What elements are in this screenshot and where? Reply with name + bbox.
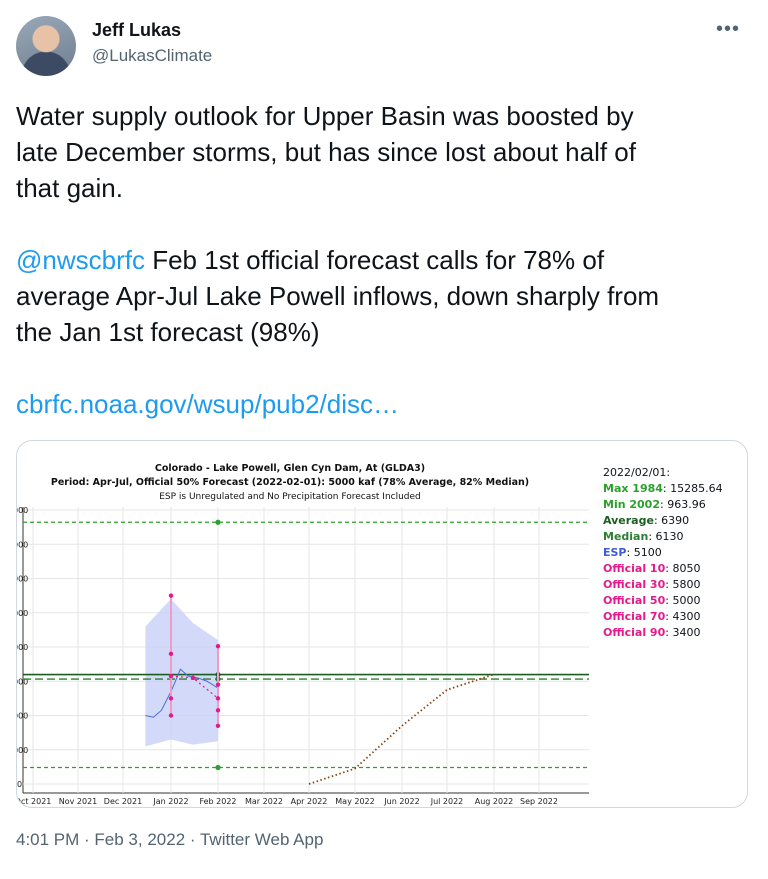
stat-official-90-value: : 3400 [665,626,701,639]
forecast-chart: Colorado - Lake Powell, Glen Cyn Dam, At… [17,463,589,806]
stats-panel: 2022/02/01: Max 1984: 15285.64 Min 2002:… [603,465,723,641]
y-tick-label: 0 [17,780,22,789]
author-name[interactable]: Jeff Lukas [92,20,182,40]
stat-official-10-value: : 8050 [665,562,701,575]
x-tick-label: Aug 2022 [475,797,514,806]
tweet-line: that gain. [16,173,123,203]
x-tick-label: Sep 2022 [520,797,558,806]
tweet-line: Water supply outlook for Upper Basin was… [16,101,634,131]
author-handle[interactable]: @LukasClimate [92,46,213,65]
y-tick-label: 000 [17,712,28,721]
x-tick-label: Feb 2022 [199,797,236,806]
y-tick-label: 000 [17,609,28,618]
tweet-line: the Jan 1st forecast (98%) [16,317,320,347]
official-p50-point [168,673,174,679]
tweet-text: Water supply outlook for Upper Basin was… [16,98,756,422]
chart-image[interactable]: Colorado - Lake Powell, Glen Cyn Dam, At… [16,440,748,808]
stat-esp: ESP: 5100 [603,545,723,561]
stat-official-30-value: : 5800 [665,578,701,591]
x-tick-label: May 2022 [335,797,374,806]
stat-min-label: Min 2002 [603,498,660,511]
x-tick-label: Dec 2021 [104,797,142,806]
x-tick-label: Jan 2022 [152,797,188,806]
observed-accumulation [308,673,495,785]
max-marker [215,519,221,525]
stat-average-label: Average [603,514,654,527]
mention-link[interactable]: @nwscbrfc [16,245,145,275]
stat-average: Average: 6390 [603,513,723,529]
stat-official-90-label: Official 90 [603,626,666,639]
separator: · [189,830,200,849]
official-p10-point [168,593,174,598]
chart-title: Colorado - Lake Powell, Glen Cyn Dam, At… [155,463,425,474]
official-p70-point [215,708,221,713]
stat-official-70-label: Official 70 [603,610,666,623]
stat-max-label: Max 1984 [603,482,663,495]
tweet-meta: 4:01 PM · Feb 3, 2022 · Twitter Web App [16,830,323,850]
x-tick-label: Apr 2022 [291,797,328,806]
stat-official-50: Official 50: 5000 [603,593,723,609]
y-tick-label: 000 [17,540,28,549]
tweet-line: @nwscbrfc Feb 1st official forecast call… [16,242,756,278]
esp-band [145,599,218,747]
url-link[interactable]: cbrfc.noaa.gov/wsup/pub2/disc… [16,389,399,419]
esp-trace [145,668,219,718]
x-tick-label: Nov 2021 [59,797,98,806]
x-tick-label: Jul 2022 [430,797,464,806]
stat-official-50-value: : 5000 [665,594,701,607]
x-tick-label: Oct 2021 [17,797,51,806]
stat-max-value: : 15285.64 [662,482,723,495]
stat-max: Max 1984: 15285.64 [603,481,723,497]
tweet-line: late December storms, but has since lost… [16,137,636,167]
stat-average-value: : 6390 [653,514,690,527]
official-p30-point [168,651,174,657]
avatar[interactable] [16,16,76,76]
y-tick-label: 000 [17,506,28,515]
stat-official-10: Official 10: 8050 [603,561,723,577]
stat-median-label: Median [603,530,649,543]
chart-subtitle: Period: Apr-Jul, Official 50% Forecast (… [51,477,529,488]
official-p70-point [168,696,174,701]
stats-date: 2022/02/01: [603,466,671,479]
stat-median-value: : 6130 [648,530,684,543]
tweet-line-rest: Feb 1st official forecast calls for 78% … [144,245,605,275]
stat-min: Min 2002: 963.96 [603,497,723,513]
stat-official-30-label: Official 30 [603,578,666,591]
y-tick-label: 000 [17,677,28,686]
official-p10-point [215,643,221,649]
stat-official-70: Official 70: 4300 [603,609,723,625]
x-tick-label: Mar 2022 [245,797,283,806]
y-tick-label: 000 [17,575,28,584]
x-tick-label: Jun 2022 [383,797,419,806]
more-options-icon[interactable]: ••• [716,18,741,40]
official-p50-point [190,675,196,681]
tweet-source[interactable]: Twitter Web App [199,830,324,849]
y-tick-label: 000 [17,643,28,652]
min-marker [215,764,221,771]
stat-esp-label: ESP [603,546,627,559]
stat-median: Median: 6130 [603,529,723,545]
chart-note: ESP is Unregulated and No Precipitation … [159,492,421,502]
stat-esp-value: : 5100 [626,546,662,559]
stat-official-90: Official 90: 3400 [603,625,723,641]
y-tick-label: 000 [17,746,28,755]
official-p90-point [215,723,221,728]
stat-official-30: Official 30: 5800 [603,577,723,593]
official-p50-point [215,696,221,701]
tweet-line: average Apr-Jul Lake Powell inflows, dow… [16,281,660,311]
stat-official-70-value: : 4300 [665,610,701,623]
stat-official-50-label: Official 50 [603,594,666,607]
stat-official-10-label: Official 10 [603,562,666,575]
official-p30-point [215,682,221,687]
stat-min-value: : 963.96 [660,498,706,511]
tweet-timestamp[interactable]: 4:01 PM · Feb 3, 2022 [16,830,186,849]
official-p90-point [168,713,174,718]
